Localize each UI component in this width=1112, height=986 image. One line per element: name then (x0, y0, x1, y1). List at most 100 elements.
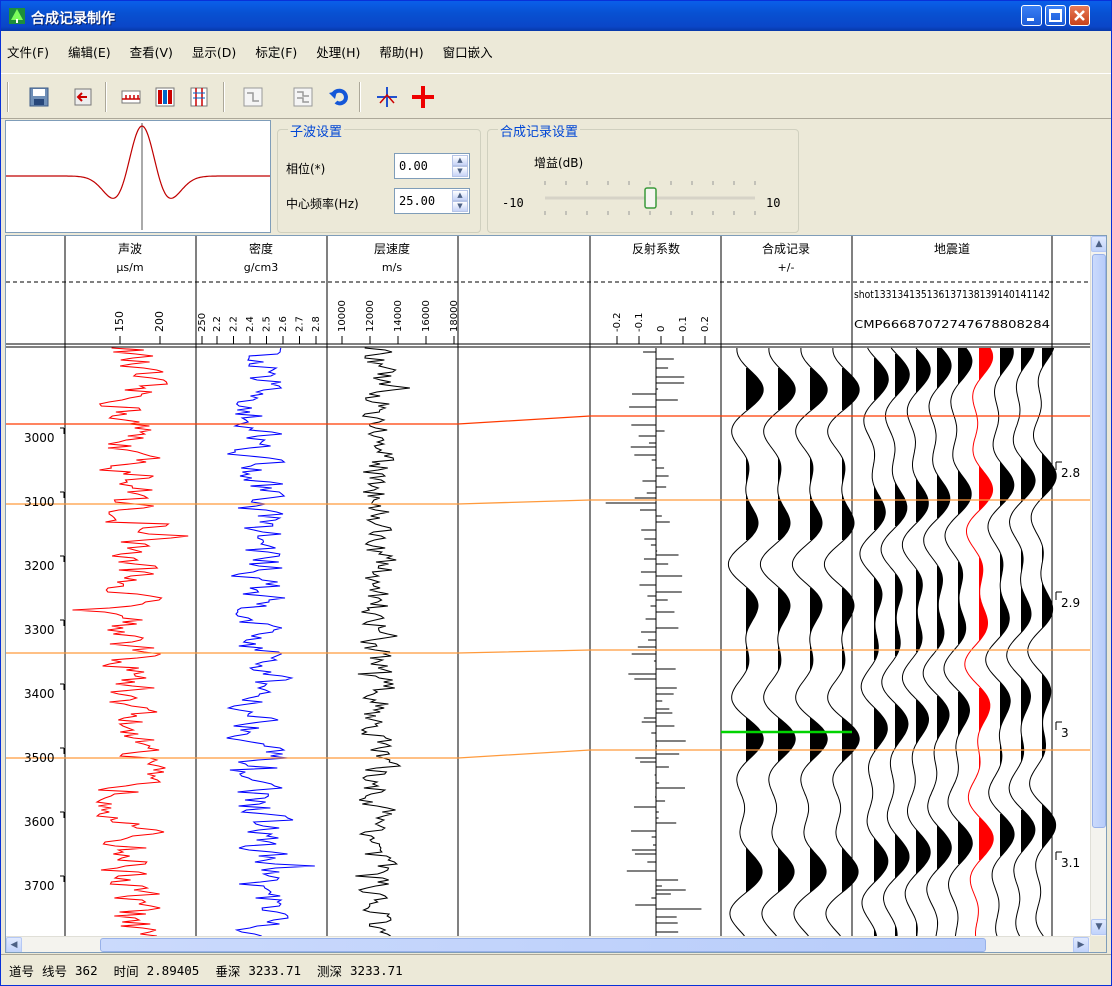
wavelet-settings-title: 子波设置 (288, 121, 345, 140)
synthetic-trace-fill (810, 588, 822, 634)
crosshair-red-icon[interactable] (411, 85, 435, 109)
close-icon (1074, 10, 1085, 21)
seismic-trace-highlight-fill (979, 818, 994, 860)
scale-tick-label: 2.6 (278, 316, 289, 332)
seismic-trace (943, 347, 973, 936)
menu-help[interactable]: 帮助(H) (379, 44, 424, 60)
gain-slider[interactable] (541, 179, 759, 219)
seismic-trace (880, 347, 910, 936)
scale-tick-label: 12000 (365, 300, 376, 332)
seismic-trace-fill (937, 826, 952, 870)
vertical-scrollbar[interactable]: ▲ ▼ (1090, 236, 1106, 936)
scale-tick-label: -0.2 (612, 312, 623, 332)
scale-tick-label: 2.5 (262, 316, 273, 332)
status-tvd-label: 垂深 (215, 963, 241, 979)
horizon-lines[interactable] (6, 415, 1090, 759)
export-icon[interactable] (71, 85, 95, 109)
synthetic-trace (823, 348, 860, 936)
step-double-icon[interactable] (291, 85, 315, 109)
density-curve (226, 347, 315, 936)
undo-icon[interactable] (327, 85, 351, 109)
scroll-left-icon[interactable]: ◀ (6, 937, 22, 952)
seismic-trace-fill (895, 354, 910, 396)
vertical-scroll-thumb[interactable] (1092, 254, 1106, 828)
phase-value[interactable]: 0.00 (399, 159, 428, 173)
freq-value[interactable]: 25.00 (399, 194, 436, 208)
scroll-up-icon[interactable]: ▲ (1091, 236, 1106, 252)
velocity-curve (355, 347, 410, 936)
seismic-trace-fill (937, 696, 949, 740)
menu-file[interactable]: 文件(F) (7, 44, 49, 60)
seismic-trace-fill (1000, 348, 1014, 376)
scroll-right-icon[interactable]: ▶ (1073, 937, 1089, 952)
seismic-trace-fill (958, 822, 973, 864)
crosshair-blue-icon[interactable] (375, 85, 399, 109)
menu-window-embed[interactable]: 窗口嵌入 (442, 44, 493, 60)
track-columns-icon[interactable] (187, 85, 211, 109)
scale-tick-label: 14000 (393, 300, 404, 332)
minimize-button[interactable] (1021, 5, 1042, 26)
seismic-trace-fill (874, 358, 889, 400)
menu-bar: 文件(F) 编辑(E) 查看(V) 显示(D) 标定(F) 处理(H) 帮助(H… (1, 31, 1111, 71)
seismic-trace-fill (895, 834, 909, 878)
track-ruler-icon[interactable] (119, 85, 143, 109)
seismic-trace-fill (874, 486, 886, 530)
scale-tick-label: 2.7 (295, 316, 306, 332)
horizontal-scrollbar[interactable]: ◀ ▶ (6, 936, 1090, 952)
phase-down-icon[interactable]: ▼ (452, 166, 468, 177)
time-label: 3 (1061, 726, 1069, 740)
synthetic-trace-fill (746, 588, 758, 634)
synthetic-trace-fill (746, 718, 764, 762)
phase-spinbox[interactable]: 0.00 ▲ ▼ (394, 153, 470, 179)
sonic-curve (72, 347, 189, 936)
save-icon[interactable] (27, 85, 51, 109)
log-track-plot[interactable]: 声波 μs/m 密度 g/cm3 层速度 m/s 反射系数 合成记录 +/- 地震道 150 200 2… (6, 236, 1090, 936)
seismic-trace-fill (1000, 554, 1010, 636)
synthetic-trace-fill (842, 718, 860, 762)
step-right-icon[interactable] (241, 85, 265, 109)
title-bar[interactable]: 合成记录制作 (1, 1, 1111, 31)
menu-display[interactable]: 显示(D) (191, 44, 237, 60)
freq-down-icon[interactable]: ▼ (452, 201, 468, 212)
depth-label: 3500 (24, 751, 55, 765)
seismic-trace (901, 347, 931, 936)
toolbar-grip (7, 82, 9, 112)
seismic-trace (1006, 347, 1036, 936)
time-label: 3.1 (1061, 856, 1080, 870)
window-title: 合成记录制作 (31, 11, 115, 27)
scale-tick-label: 2.2 (229, 316, 240, 332)
freq-spinbox[interactable]: 25.00 ▲ ▼ (394, 188, 470, 214)
menu-view[interactable]: 查看(V) (129, 44, 173, 60)
scale-tick-label: 2.2 (212, 316, 223, 332)
log-display-view[interactable]: 声波 μs/m 密度 g/cm3 层速度 m/s 反射系数 合成记录 +/- 地震道 150 200 2… (5, 235, 1107, 953)
seismic-trace-fill (874, 578, 882, 660)
scale-tick-label: 150 (113, 311, 126, 332)
seismic-trace-fill (958, 348, 972, 384)
track-header-title: 声波 (118, 242, 142, 256)
horizon-line (6, 649, 1090, 654)
time-label: 2.9 (1061, 596, 1080, 610)
menu-process[interactable]: 处理(H) (316, 44, 361, 60)
seismic-traces (727, 347, 1057, 936)
status-time-label: 时间 (113, 963, 139, 979)
seismic-cmp-label: CMP66687072747678808284 (854, 318, 1050, 331)
scroll-down-icon[interactable]: ▼ (1091, 919, 1106, 935)
status-time-value: 2.89405 (146, 962, 200, 978)
seismic-trace-fill (1042, 582, 1053, 628)
synthetic-trace-fill (810, 718, 828, 762)
seismic-trace-fill (1042, 454, 1057, 498)
menu-edit[interactable]: 编辑(E) (67, 44, 111, 60)
scale-tick-label: 2.4 (245, 316, 256, 332)
synthetic-trace-fill (842, 494, 854, 540)
maximize-button[interactable] (1045, 5, 1066, 26)
seismic-trace-fill (916, 830, 931, 874)
menu-calibrate[interactable]: 标定(F) (255, 44, 298, 60)
horizontal-scroll-thumb[interactable] (100, 938, 986, 952)
track-header-title: 合成记录 (762, 241, 810, 256)
close-button[interactable] (1069, 5, 1090, 26)
phase-up-icon[interactable]: ▲ (452, 155, 468, 166)
seismic-trace (859, 347, 889, 936)
freq-up-icon[interactable]: ▲ (452, 190, 468, 201)
color-bars-icon[interactable] (153, 85, 177, 109)
